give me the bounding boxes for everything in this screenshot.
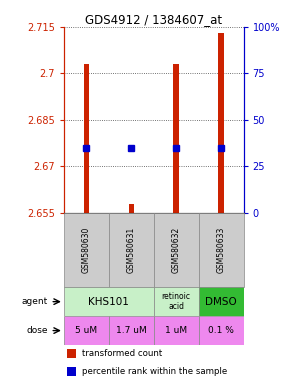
Text: 5 uM: 5 uM [75,326,97,335]
Text: agent: agent [22,297,48,306]
Bar [128,204,134,213]
Bar [199,213,244,287]
Text: GSM580633: GSM580633 [217,227,226,273]
Text: percentile rank within the sample: percentile rank within the sample [82,367,227,376]
Bar [109,316,154,345]
Bar [154,287,199,316]
Bar [109,213,154,287]
Text: GSM580632: GSM580632 [172,227,181,273]
Text: dose: dose [27,326,48,335]
Bar [173,64,179,213]
Bar [67,367,76,376]
Bar [199,287,244,316]
Bar [64,287,154,316]
Text: 0.1 %: 0.1 % [208,326,234,335]
Text: retinoic
acid: retinoic acid [162,292,191,311]
Bar [67,349,76,358]
Bar [154,316,199,345]
Bar [199,316,244,345]
Text: KHS101: KHS101 [88,297,129,307]
Bar [64,316,109,345]
Text: 1 uM: 1 uM [165,326,187,335]
Text: DMSO: DMSO [205,297,237,307]
Text: GSM580630: GSM580630 [82,227,91,273]
Bar [84,64,89,213]
Text: transformed count: transformed count [82,349,162,358]
Text: GSM580631: GSM580631 [127,227,136,273]
Bar [218,33,224,213]
Bar [154,213,199,287]
Title: GDS4912 / 1384607_at: GDS4912 / 1384607_at [85,13,222,26]
Text: 1.7 uM: 1.7 uM [116,326,147,335]
Bar [64,213,109,287]
